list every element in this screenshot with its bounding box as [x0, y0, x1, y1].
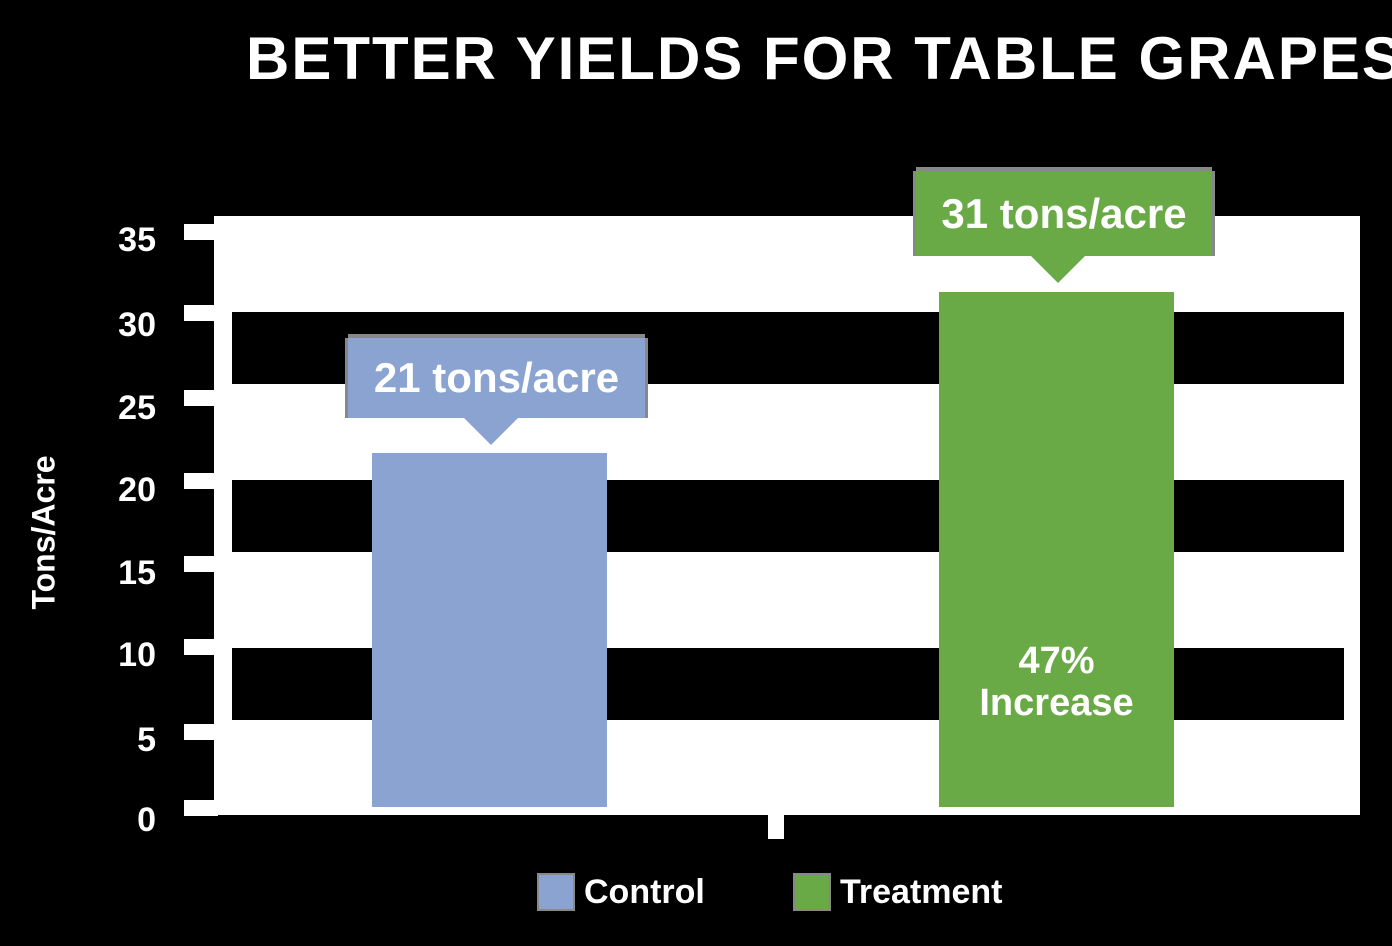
y-tick [184, 556, 218, 572]
y-axis-label: Tons/Acre [24, 440, 64, 624]
y-tick-label: 10 [118, 636, 156, 674]
callout-pointer-treatment [1030, 255, 1086, 283]
legend-label-treatment: Treatment [840, 873, 1003, 911]
y-tick-label: 35 [118, 221, 156, 259]
increase-percent: 47% [1018, 640, 1095, 682]
y-tick [184, 305, 218, 321]
callout-control: 21 tons/acre [348, 338, 645, 418]
bar-treatment [939, 292, 1174, 807]
y-tick-label: 15 [118, 554, 156, 592]
chart-title: Better Yields for Table Grapes [246, 25, 1392, 92]
callout-pointer-control [463, 417, 519, 445]
y-tick [184, 639, 218, 655]
y-tick-label: 20 [118, 471, 156, 509]
y-tick [184, 224, 218, 240]
y-tick-label: 25 [118, 389, 156, 427]
y-tick-label: 30 [118, 306, 156, 344]
y-tick [184, 800, 218, 816]
callout-treatment: 31 tons/acre [916, 171, 1212, 256]
bar-control [372, 453, 607, 807]
y-axis-label-text: Tons/Acre [25, 454, 62, 610]
legend-swatch-control [537, 873, 575, 911]
x-tick [768, 815, 784, 839]
increase-annotation: 47% Increase [939, 640, 1174, 724]
legend-label-control: Control [584, 873, 705, 911]
legend-swatch-treatment [793, 873, 831, 911]
callout-treatment-text: 31 tons/acre [941, 189, 1187, 237]
increase-label: Increase [979, 682, 1134, 724]
y-tick [184, 390, 218, 406]
y-tick [184, 473, 218, 489]
y-tick-label: 0 [137, 801, 156, 839]
y-tick-label: 5 [137, 721, 156, 759]
y-tick [184, 724, 218, 740]
callout-control-text: 21 tons/acre [373, 354, 620, 401]
